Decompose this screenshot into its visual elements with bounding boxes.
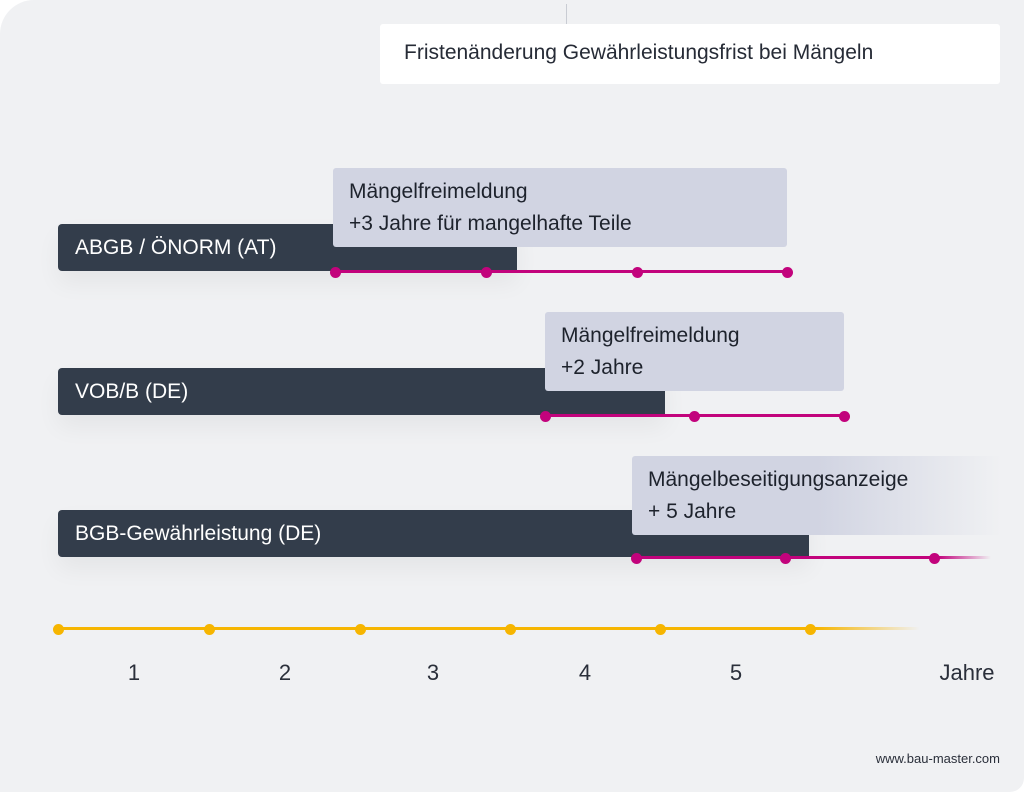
axis-unit-label: Jahre <box>939 660 995 685</box>
timeline-dot <box>480 267 492 278</box>
timeline-dot <box>688 411 700 422</box>
axis-tick-label: 2 <box>278 660 292 685</box>
bar-label: VOB/B (DE) <box>75 380 189 403</box>
callout-line1: Mängelbeseitigungsanzeige <box>648 468 909 491</box>
timeline-dot <box>630 553 642 564</box>
axis-dot <box>52 624 64 635</box>
axis-dot <box>203 624 215 635</box>
axis-tick-label: 5 <box>729 660 743 685</box>
axis-dot <box>504 624 516 635</box>
timeline-dot <box>779 553 791 564</box>
callout-line2: +2 Jahre <box>561 356 644 379</box>
footer-website: www.bau-master.com <box>875 751 1000 766</box>
year-axis <box>58 627 920 630</box>
axis-tick-label: 1 <box>127 660 141 685</box>
title: Fristenänderung Gewährleistungsfrist bei… <box>404 41 874 64</box>
callout-line2: +3 Jahre für mangelhafte Teile <box>349 212 632 235</box>
bar-label: BGB-Gewährleistung (DE) <box>75 522 322 545</box>
callout-bgb: Mängelbeseitigungsanzeige + 5 Jahre <box>632 456 1002 535</box>
callout-line2: + 5 Jahre <box>648 500 737 523</box>
axis-tick-label: 3 <box>426 660 440 685</box>
callout-abgb: Mängelfreimeldung +3 Jahre für mangelhaf… <box>333 168 787 247</box>
axis-tick-label: 4 <box>578 660 592 685</box>
bar-label: ABGB / ÖNORM (AT) <box>75 236 277 259</box>
timeline-dot <box>928 553 940 564</box>
timeline-dot <box>539 411 551 422</box>
timeline-bgb <box>636 556 991 559</box>
timeline-dot <box>631 267 643 278</box>
axis-dot <box>354 624 366 635</box>
callout-line1: Mängelfreimeldung <box>349 180 528 203</box>
axis-dot <box>804 624 816 635</box>
axis-dot <box>654 624 666 635</box>
title-box: Fristenänderung Gewährleistungsfrist bei… <box>380 24 1000 84</box>
timeline-dot <box>781 267 793 278</box>
callout-line1: Mängelfreimeldung <box>561 324 740 347</box>
timeline-dot <box>329 267 341 278</box>
timeline-abgb <box>335 270 787 273</box>
timeline-dot <box>838 411 850 422</box>
callout-vob-b: Mängelfreimeldung +2 Jahre <box>545 312 844 391</box>
divider-line <box>566 4 567 24</box>
